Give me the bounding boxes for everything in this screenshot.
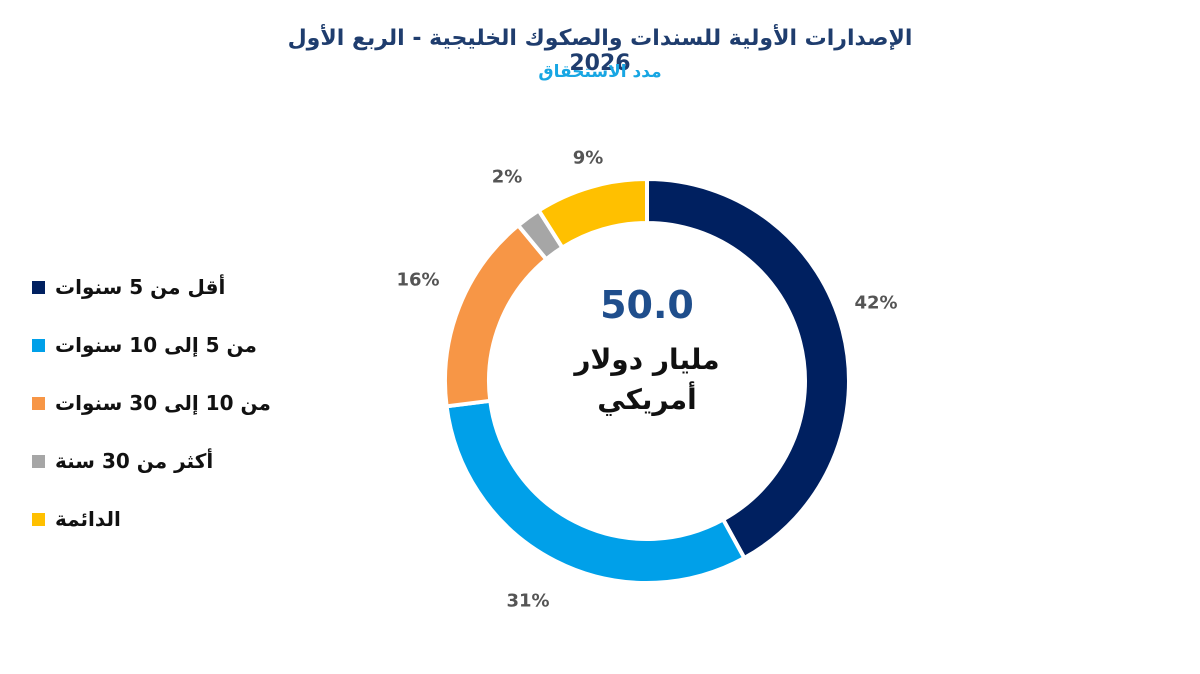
center-unit-label: مليار دولار أمريكي — [527, 340, 767, 420]
donut-slices — [443, 176, 851, 585]
legend-item-over-30-years: أكثر من 30 سنة — [32, 432, 312, 490]
center-total-value: 50.0 — [600, 283, 694, 327]
legend-swatch — [32, 396, 45, 410]
legend-label: من 5 إلى 10 سنوات — [55, 333, 257, 357]
chart-subtitle: مدد الاستحقاق — [538, 62, 662, 82]
slice-label-under-5-years: 42% — [854, 292, 898, 314]
chart-legend: أقل من 5 سنوات من 5 إلى 10 سنوات من 10 إ… — [32, 258, 312, 548]
slice-label-5-to-10-years: 31% — [506, 590, 550, 612]
legend-swatch — [32, 454, 45, 468]
legend-swatch — [32, 512, 45, 526]
chart-title: الإصدارات الأولية للسندات والصكوك الخليج… — [287, 26, 913, 76]
legend-swatch — [32, 338, 45, 352]
legend-label: أكثر من 30 سنة — [55, 449, 214, 473]
legend-label: من 10 إلى 30 سنوات — [55, 391, 271, 415]
legend-item-5-to-10-years: من 5 إلى 10 سنوات — [32, 316, 312, 374]
legend-swatch — [32, 280, 45, 294]
slice-label-10-to-30-years: 16% — [396, 269, 440, 291]
slice-under-5-years — [645, 176, 851, 561]
slice-perpetual — [536, 176, 649, 251]
slice-5-to-10-years — [444, 398, 748, 585]
center-unit-line2: أمريكي — [597, 383, 697, 416]
legend-item-under-5-years: أقل من 5 سنوات — [32, 258, 312, 316]
center-unit-line1: مليار دولار — [574, 343, 720, 376]
legend-item-perpetual: الدائمة — [32, 490, 312, 548]
legend-item-10-to-30-years: من 10 إلى 30 سنوات — [32, 374, 312, 432]
legend-label: أقل من 5 سنوات — [55, 275, 226, 299]
slice-label-over-30-years: 2% — [491, 166, 523, 188]
slice-label-perpetual: 9% — [572, 147, 604, 169]
legend-label: الدائمة — [55, 507, 121, 531]
